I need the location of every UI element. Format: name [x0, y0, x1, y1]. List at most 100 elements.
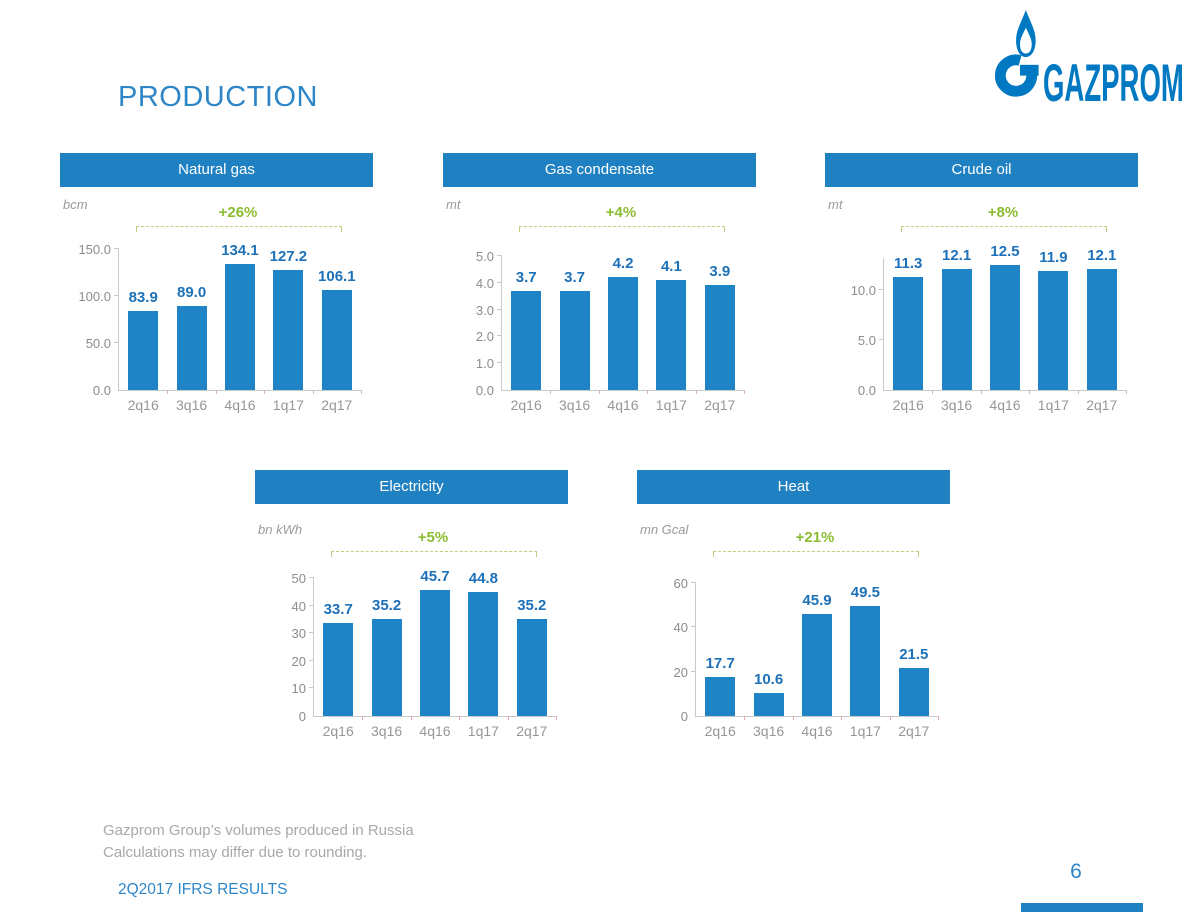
gazprom-flame-icon: [994, 9, 1039, 97]
chart-unit-label: mt: [828, 197, 843, 212]
bar-value-label: 83.9: [128, 289, 158, 307]
y-axis-tick-label: 40: [673, 620, 688, 636]
growth-bracket: [331, 551, 537, 557]
y-axis-tick-label: 0: [298, 709, 306, 724]
x-axis-tick-mark: [410, 716, 412, 720]
x-axis-label: 4q16: [419, 723, 451, 739]
bar-value-label: 45.9: [802, 592, 832, 610]
bar-value-label: 12.1: [1087, 247, 1117, 264]
y-axis-tick-label: 1.0: [475, 356, 494, 372]
x-axis-label: 1q17: [272, 397, 304, 413]
bar-value-label: 3.7: [564, 268, 586, 286]
x-axis-label: 1q17: [849, 723, 881, 739]
bar-2q17: [516, 618, 547, 716]
bar-value-label: 35.2: [517, 596, 547, 614]
chart-unit-label: bcm: [63, 197, 88, 212]
x-axis-label: 4q16: [989, 397, 1021, 413]
bar-value-label: 44.8: [468, 570, 498, 588]
bar-value-label: 12.1: [941, 247, 972, 264]
bar-3q16: [559, 290, 590, 390]
x-axis-label: 2q16: [510, 397, 542, 413]
x-axis-label: 3q16: [176, 397, 208, 413]
x-axis-label: 2q17: [704, 397, 736, 413]
chart-title: Heat: [637, 470, 950, 504]
x-axis-label: 4q16: [224, 397, 256, 413]
bar-value-label: 89.0: [176, 284, 207, 302]
y-axis-tick-mark: [497, 335, 502, 337]
chart-gas-condensate: Gas condensate mt +4% 0.0 1.0 2.0 3.0 4.0 5.0 3.7…: [443, 153, 756, 453]
x-axis-label: 3q16: [753, 723, 785, 739]
y-axis-tick-label: 60: [673, 576, 688, 591]
footnote: Gazprom Group’s volumes produced in Russ…: [103, 820, 414, 863]
growth-label: +4%: [605, 204, 637, 221]
y-axis-tick-label: 10.0: [850, 283, 876, 298]
x-axis-tick-mark: [1029, 390, 1031, 394]
x-axis-label: 1q17: [655, 397, 687, 413]
x-axis-tick-mark: [550, 390, 552, 394]
footer-accent-bar: [1021, 903, 1143, 912]
x-axis-tick-mark: [744, 716, 746, 720]
bar-4q16: [802, 614, 832, 716]
bar-1q17: [1038, 271, 1069, 390]
x-axis-tick-mark: [938, 716, 939, 720]
bar-4q16: [420, 589, 450, 716]
y-axis-tick-label: 2.0: [475, 329, 494, 345]
bar-4q16: [225, 263, 255, 390]
y-axis-tick-label: 100.0: [78, 289, 111, 304]
bar-2q16: [323, 623, 354, 716]
page-number: 6: [1070, 860, 1082, 883]
x-axis-tick-mark: [744, 390, 745, 394]
x-axis-label: 4q16: [801, 723, 833, 739]
footnote-line2: Calculations may differ due to rounding.: [103, 843, 368, 861]
y-axis-tick-label: 10: [291, 681, 306, 697]
y-axis-tick-label: 150.0: [78, 242, 111, 257]
y-axis-tick-mark: [879, 289, 884, 290]
x-axis-tick-mark: [1126, 390, 1127, 394]
bar-2q16: [705, 676, 736, 716]
x-axis-tick-mark: [1077, 390, 1079, 394]
x-axis-tick-mark: [647, 390, 649, 394]
y-axis-tick-label: 0.0: [475, 383, 494, 398]
x-axis-tick-mark: [362, 716, 364, 720]
bar-value-label: 4.2: [612, 255, 634, 273]
chart-crude-oil: Crude oil mt +8% 0.0 5.0 10.0 11.3 2q16 12.1 3q16…: [825, 153, 1138, 453]
y-axis-tick-label: 0: [680, 709, 688, 724]
x-axis-tick-mark: [841, 716, 843, 720]
x-axis-label: 2q16: [704, 723, 736, 739]
footnote-line1: Gazprom Group’s volumes produced in Russ…: [103, 822, 414, 839]
x-axis-tick-mark: [167, 390, 169, 394]
y-axis-tick-mark: [497, 255, 502, 256]
y-axis-tick-mark: [691, 582, 696, 583]
chart-title: Natural gas: [60, 153, 373, 187]
y-axis-tick-mark: [309, 577, 314, 578]
y-axis-tick-label: 20: [673, 664, 688, 680]
bar-2q16: [511, 290, 542, 390]
growth-label: +8%: [987, 204, 1019, 221]
bar-1q17: [468, 592, 499, 716]
bar-value-label: 49.5: [850, 584, 880, 602]
growth-bracket: [519, 226, 725, 232]
x-axis-tick-mark: [361, 390, 362, 394]
y-axis-tick-label: 5.0: [857, 333, 876, 348]
y-axis-tick-mark: [309, 632, 314, 634]
x-axis-tick-mark: [932, 390, 934, 394]
y-axis-tick-label: 0.0: [857, 383, 876, 398]
y-axis-tick-label: 4.0: [475, 275, 494, 291]
y-axis-tick-label: 5.0: [475, 249, 494, 264]
y-axis-tick-label: 40: [291, 598, 306, 614]
x-axis-label: 1q17: [1037, 397, 1069, 413]
report-title-label: 2Q2017 IFRS RESULTS: [118, 881, 288, 898]
x-axis-tick-mark: [980, 390, 982, 394]
bar-2q16: [893, 277, 924, 390]
x-axis-label: 2q17: [898, 723, 930, 739]
x-axis-label: 2q17: [1086, 397, 1118, 413]
y-axis-tick-label: 3.0: [475, 302, 494, 318]
y-axis-tick-mark: [309, 604, 314, 606]
bar-1q17: [850, 606, 881, 716]
x-axis-tick-mark: [507, 716, 509, 720]
x-axis-tick-mark: [598, 390, 600, 394]
y-axis-tick-label: 20: [291, 653, 306, 669]
bar-value-label: 35.2: [371, 596, 402, 614]
bar-2q17: [898, 668, 929, 716]
x-axis-tick-mark: [695, 390, 697, 394]
